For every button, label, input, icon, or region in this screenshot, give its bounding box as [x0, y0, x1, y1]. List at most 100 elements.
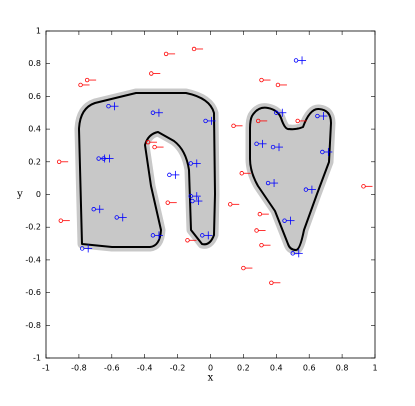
marker-circle [58, 218, 64, 223]
marker-circle [167, 172, 172, 178]
point [282, 216, 295, 225]
marker-circle [256, 118, 261, 124]
point [203, 116, 216, 125]
marker-circle [239, 171, 244, 176]
region-left [74, 88, 220, 252]
y-tick-label: 0 [36, 190, 41, 199]
point [320, 147, 333, 156]
marker-circle [259, 77, 264, 83]
marker-circle [228, 202, 233, 207]
x-tick-label: -1 [42, 364, 50, 373]
point [78, 82, 90, 88]
marker-circle [293, 58, 299, 63]
marker-circle [254, 228, 259, 233]
x-tick-label: 0 [208, 364, 213, 373]
marker-circle [150, 233, 156, 238]
marker-circle [231, 123, 236, 129]
point [303, 185, 316, 194]
point [275, 82, 287, 88]
marker-circle [315, 113, 320, 119]
marker-circle [188, 161, 193, 166]
point [259, 242, 271, 248]
point [114, 213, 127, 222]
y-tick-label: 0.8 [28, 59, 41, 68]
marker-circle [270, 144, 276, 150]
marker-circle [96, 156, 101, 161]
marker-circle [188, 193, 193, 199]
point [56, 159, 69, 164]
decision-regions [74, 88, 336, 255]
marker-circle [259, 242, 264, 248]
y-tick-label: -0.6 [25, 288, 41, 297]
point [163, 51, 176, 57]
marker-circle [101, 156, 106, 161]
marker-circle [163, 51, 169, 57]
x-tick-label: -0.2 [170, 364, 186, 373]
point [145, 139, 157, 145]
marker-circle [91, 207, 96, 212]
x-tick-label: -0.6 [104, 364, 120, 373]
marker-circle [257, 211, 263, 217]
point [293, 56, 307, 65]
point [274, 108, 287, 117]
point [239, 171, 251, 176]
marker-circle [254, 141, 259, 147]
y-tick-label: -0.2 [25, 223, 41, 232]
point [91, 205, 104, 214]
marker-circle [282, 218, 287, 223]
marker-circle [265, 180, 271, 186]
point [58, 218, 70, 223]
point [361, 184, 373, 189]
point [165, 200, 177, 205]
x-tick-label: 1 [372, 364, 377, 373]
marker-circle [191, 46, 197, 52]
point [228, 202, 240, 207]
marker-circle [79, 246, 85, 251]
point [191, 46, 204, 52]
marker-circle [56, 159, 62, 164]
marker-circle [241, 265, 246, 271]
y-tick-label: 0.6 [28, 92, 41, 101]
marker-circle [150, 110, 156, 115]
marker-circle [269, 280, 274, 285]
marker-circle [84, 77, 90, 83]
point [149, 71, 161, 76]
x-tick-label: 0.8 [336, 364, 349, 373]
contour-left [78, 92, 216, 248]
marker-circle [145, 139, 151, 145]
marker-circle [106, 104, 111, 109]
marker-circle [200, 233, 205, 238]
point [231, 123, 243, 129]
y-tick-label: 0.4 [28, 125, 41, 134]
point [79, 244, 93, 253]
marker-circle [165, 200, 170, 205]
point [150, 231, 163, 240]
point [185, 238, 197, 243]
point [257, 211, 269, 217]
point [256, 118, 268, 124]
marker-circle [361, 184, 366, 189]
point [150, 108, 163, 117]
point [188, 159, 201, 168]
point [167, 170, 180, 179]
point [188, 192, 201, 201]
marker-circle [114, 215, 119, 220]
marker-circle [290, 251, 295, 256]
x-tick-label: 0.4 [270, 364, 283, 373]
point [269, 280, 281, 285]
x-tick-label: 0.6 [303, 364, 316, 373]
point [190, 197, 203, 206]
point [265, 179, 279, 188]
marker-circle [274, 110, 279, 115]
marker-circle [203, 118, 208, 124]
point [101, 154, 114, 163]
point [152, 144, 164, 150]
marker-circle [190, 198, 195, 204]
y-tick-label: 0.2 [28, 157, 41, 166]
x-tick-label: -0.4 [137, 364, 153, 373]
y-tick-label: -0.4 [25, 255, 41, 264]
x-tick-label: -0.8 [71, 364, 87, 373]
marker-circle [320, 149, 325, 155]
point [254, 139, 267, 148]
